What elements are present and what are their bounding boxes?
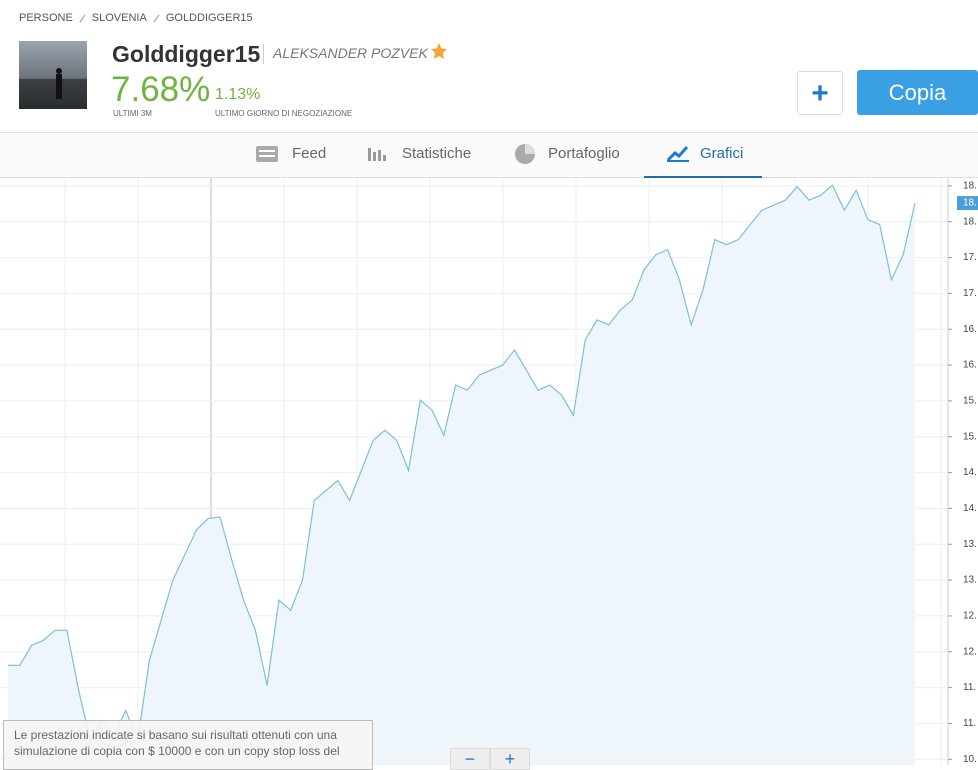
line [8, 184, 916, 743]
daily-label: ULTIMO GIORNO DI NEGOZIAZIONE [215, 109, 353, 118]
y-tick-label: 10. [963, 754, 977, 765]
current-badge [957, 196, 978, 211]
username: Golddigger15 [112, 41, 261, 67]
axis-bg [948, 178, 978, 765]
y-tick-label: 12. [963, 611, 977, 622]
y-tick-label: 14. [963, 467, 977, 478]
crumb[interactable]: SLOVENIA [91, 12, 147, 24]
y-tick-label: 15. [963, 396, 977, 407]
gain-label: ULTIMI 3M [113, 109, 152, 118]
area [8, 185, 915, 765]
y-tick-label: 11. [963, 718, 976, 729]
tab-active[interactable]: Grafici [700, 145, 744, 162]
tab[interactable]: Statistiche [402, 145, 472, 162]
y-tick-label: 14. [963, 503, 977, 514]
daily-gain: 1.13% [215, 86, 261, 103]
breadcrumb: PERSONE SLOVENIA GOLDDIGGER15 [19, 12, 253, 24]
y-tick-label: 15. [963, 431, 977, 442]
avatar [19, 41, 87, 109]
disclaimer-line: simulazione di copia con $ 10000 e con u… [14, 744, 340, 758]
current-label: 18. [963, 198, 977, 209]
copy-button[interactable]: Copia [857, 70, 978, 115]
star[interactable] [430, 42, 448, 60]
zoom-out[interactable]: − [450, 748, 490, 770]
y-tick-label: 13. [963, 575, 977, 586]
crumb[interactable]: PERSONE [19, 12, 73, 24]
tab-bar [0, 132, 978, 178]
real-name: ALEKSANDER POZVEK [273, 45, 428, 61]
y-tick-label: 11. [963, 682, 976, 693]
tab[interactable]: Portafoglio [548, 145, 620, 162]
crumb: GOLDDIGGER15 [165, 12, 253, 24]
chart: 18. 18. 17. 17. 16. 16. 15. 15. 14. 14. 13. 13. 12. 1… [0, 178, 978, 765]
y-tick-label: 16. [963, 360, 977, 371]
y-tick-label: 12. [963, 646, 977, 657]
disclaimer: Le prestazioni indicate si basano sui ri… [3, 720, 373, 770]
y-tick-label: 18. [963, 181, 977, 192]
y-tick-label: 18. [963, 216, 977, 227]
zoom-in[interactable]: + [490, 748, 530, 770]
y-tick-label: 17. [963, 252, 977, 263]
y-tick-label: 13. [963, 539, 977, 550]
disclaimer-line: Le prestazioni indicate si basano sui ri… [14, 728, 337, 742]
tab[interactable]: Feed [292, 145, 327, 162]
y-tick-label: 17. [963, 288, 977, 299]
y-tick-label: 16. [963, 324, 977, 335]
add-button[interactable]: + [797, 71, 843, 115]
gain: 7.68% [111, 70, 211, 109]
